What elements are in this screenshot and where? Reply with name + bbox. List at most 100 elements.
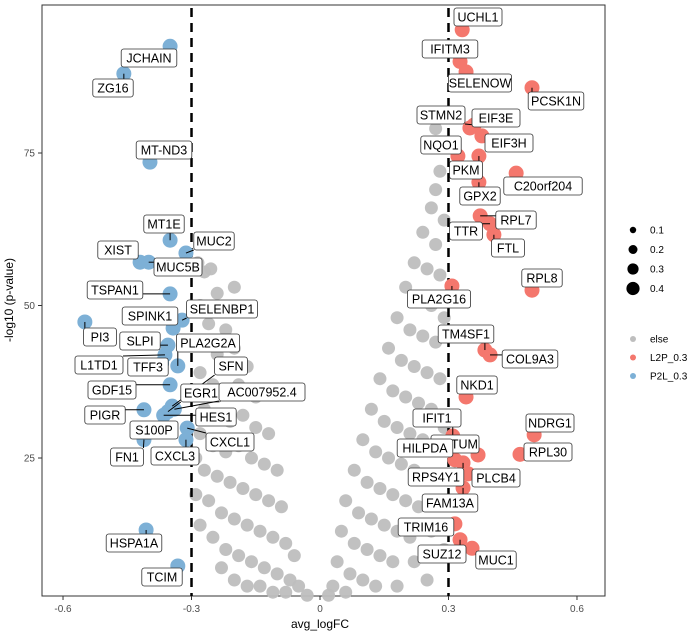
point-else [253,579,267,593]
size-legend-dot [629,226,637,234]
point-else [249,421,263,434]
x-tick-label: 0 [317,604,323,615]
point-else [433,372,447,386]
y-tick-label: 75 [24,149,36,160]
label-box [471,108,521,128]
point-else [420,573,434,587]
point-else [356,433,370,447]
point-else [369,445,383,459]
point-else [257,561,271,575]
label-box [453,7,503,27]
point-else [373,549,387,563]
gene-label: TM4SF1 [442,328,490,342]
point-else [364,402,378,416]
label-box [525,413,575,433]
label-box [121,306,179,326]
gene-label: HSPA1A [110,537,159,551]
label-box [141,567,183,587]
gene-label: COL9A3 [506,353,554,367]
label-box [407,467,465,487]
point-else [227,512,241,526]
label-box [129,420,179,440]
gene-label: FTL [497,242,519,256]
gene-label: HES1 [200,411,233,425]
point-else [382,341,396,355]
label-box [447,73,512,93]
point-else [262,494,276,508]
point-else [373,482,387,495]
point-else [266,585,280,599]
point-else [403,427,417,441]
label-box [83,327,117,347]
point-else [433,268,447,282]
point-else [219,323,233,337]
point-else [356,573,370,587]
point-else [343,567,357,581]
gene-label: MUC1 [478,554,513,568]
gene-label: EIF3E [479,112,514,126]
size-legend-label: 0.2 [650,245,664,256]
point-else [193,366,207,380]
label-box [406,289,471,309]
gene-label: SPINK1 [128,310,173,324]
gene-label: TSPAN1 [91,284,139,298]
labels-layer: JCHAIN ZG16 MT-ND3 MT1E MUC2 XIST MUC5B TSPAN1 S… [74,7,585,587]
point-else [300,588,314,602]
label-box [218,382,306,402]
point-else [210,286,224,300]
label-box [92,78,134,98]
gene-label: XIST [104,244,132,258]
label-connector [185,249,194,254]
label-box [143,214,185,234]
label-box [150,446,200,466]
label-box [110,447,144,467]
gene-label: SELENOW [449,77,512,91]
point-else [347,463,361,477]
point-else [236,482,250,495]
label-box [437,324,495,344]
label-box [86,280,144,300]
label-connector [174,400,220,410]
color-legend-dot [630,354,636,361]
y-tick-label: 50 [24,301,36,312]
label-box [397,517,455,537]
point-else [262,427,276,441]
point-else [223,475,237,489]
label-connector [181,317,187,321]
point-else [390,579,404,593]
label-box [416,105,466,125]
size-legend-label: 0.3 [650,265,664,276]
size-legend-dot [628,245,638,254]
gene-label: SFN [219,360,244,374]
gene-label: C20orf204 [514,180,572,194]
point-else [219,543,233,556]
color-legend-label: L2P_0.3 [650,353,688,364]
plot-panel [41,4,606,597]
gene-label: ZG16 [97,82,128,96]
point-else [412,396,426,410]
point-else [352,506,366,520]
point-else [399,390,413,404]
label-box [417,544,467,564]
gene-label: PIGR [90,409,121,423]
point-else [193,427,207,441]
label-box [205,432,255,452]
point-else [287,549,301,563]
gene-label: STMN2 [420,109,462,123]
label-box [484,133,534,153]
label-box [127,357,169,377]
point-else [424,201,438,215]
label-box [87,380,137,400]
y-axis-label: -log10 (p-value) [2,258,16,342]
label-box [186,299,258,319]
point-else [390,311,404,325]
gene-label: RPL8 [526,272,557,286]
point-else [386,555,400,569]
point-else [244,555,258,569]
gene-label: RPL30 [529,446,567,460]
label-box [471,468,521,488]
point-else [420,366,434,380]
gene-label: NQO1 [423,139,458,153]
point-else [364,512,378,526]
label-box [193,231,235,251]
